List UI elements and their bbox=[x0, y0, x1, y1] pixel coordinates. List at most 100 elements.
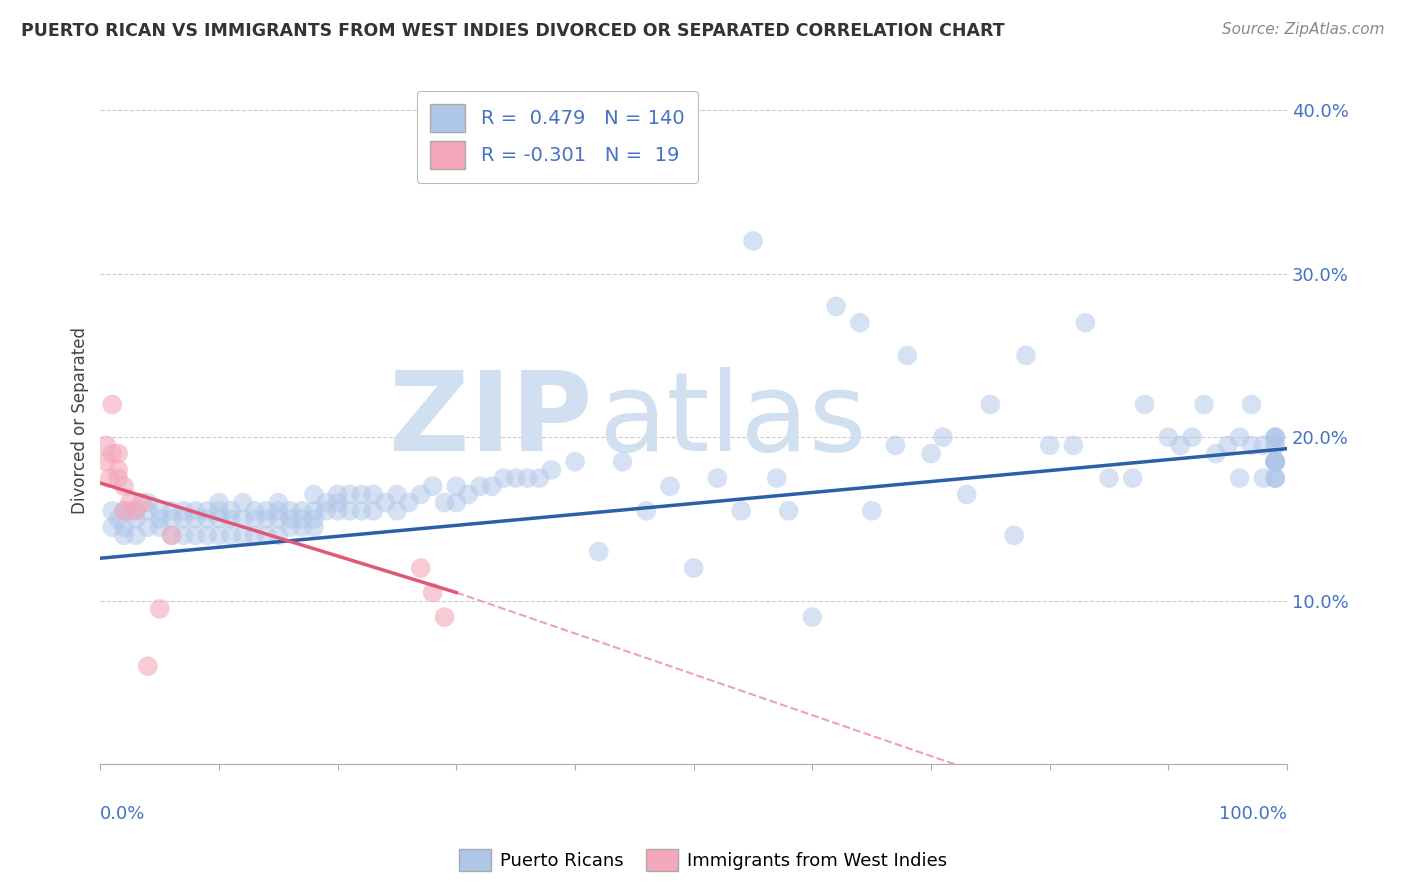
Point bbox=[232, 528, 254, 542]
Point bbox=[160, 528, 183, 542]
Point bbox=[101, 397, 124, 411]
Point bbox=[267, 512, 290, 526]
Point bbox=[125, 512, 148, 526]
Point bbox=[184, 512, 207, 526]
Point bbox=[208, 528, 231, 542]
Point bbox=[1264, 471, 1286, 485]
Point bbox=[1264, 471, 1286, 485]
Point bbox=[481, 479, 503, 493]
Point bbox=[302, 504, 325, 518]
Point bbox=[267, 504, 290, 518]
Point bbox=[884, 438, 907, 452]
Point bbox=[101, 504, 124, 518]
Point bbox=[136, 520, 159, 534]
Point bbox=[149, 602, 172, 616]
Text: atlas: atlas bbox=[599, 368, 868, 475]
Point bbox=[1264, 455, 1286, 469]
Point bbox=[516, 471, 538, 485]
Point bbox=[160, 528, 183, 542]
Point bbox=[232, 495, 254, 509]
Point bbox=[184, 504, 207, 518]
Point bbox=[278, 504, 301, 518]
Point bbox=[172, 528, 194, 542]
Point bbox=[385, 487, 408, 501]
Point bbox=[98, 471, 121, 485]
Point bbox=[315, 495, 337, 509]
Point bbox=[160, 512, 183, 526]
Point bbox=[1264, 455, 1286, 469]
Point bbox=[232, 512, 254, 526]
Point bbox=[96, 455, 118, 469]
Point bbox=[256, 504, 278, 518]
Y-axis label: Divorced or Separated: Divorced or Separated bbox=[72, 327, 89, 515]
Point bbox=[659, 479, 682, 493]
Point bbox=[172, 504, 194, 518]
Point bbox=[1157, 430, 1180, 444]
Point bbox=[136, 659, 159, 673]
Point bbox=[1168, 438, 1191, 452]
Point bbox=[920, 446, 942, 460]
Point bbox=[1240, 438, 1263, 452]
Point bbox=[1062, 438, 1084, 452]
Point bbox=[730, 504, 752, 518]
Point bbox=[208, 495, 231, 509]
Point bbox=[243, 528, 266, 542]
Point bbox=[195, 504, 218, 518]
Legend: R =  0.479   N = 140, R = -0.301   N =  19: R = 0.479 N = 140, R = -0.301 N = 19 bbox=[416, 91, 697, 183]
Point bbox=[385, 504, 408, 518]
Point bbox=[184, 528, 207, 542]
Point bbox=[932, 430, 955, 444]
Point bbox=[433, 610, 456, 624]
Point bbox=[219, 528, 242, 542]
Point bbox=[1264, 430, 1286, 444]
Point bbox=[112, 504, 135, 518]
Point bbox=[160, 504, 183, 518]
Text: PUERTO RICAN VS IMMIGRANTS FROM WEST INDIES DIVORCED OR SEPARATED CORRELATION CH: PUERTO RICAN VS IMMIGRANTS FROM WEST IND… bbox=[21, 22, 1005, 40]
Point bbox=[1192, 397, 1215, 411]
Point bbox=[1229, 471, 1251, 485]
Point bbox=[1240, 397, 1263, 411]
Point bbox=[505, 471, 527, 485]
Point bbox=[1098, 471, 1121, 485]
Point bbox=[1264, 438, 1286, 452]
Point bbox=[422, 585, 444, 599]
Point bbox=[529, 471, 551, 485]
Point bbox=[1264, 430, 1286, 444]
Point bbox=[131, 495, 153, 509]
Point bbox=[433, 495, 456, 509]
Point bbox=[107, 471, 129, 485]
Point bbox=[112, 504, 135, 518]
Point bbox=[291, 520, 314, 534]
Point bbox=[149, 520, 172, 534]
Point bbox=[1264, 455, 1286, 469]
Point bbox=[112, 520, 135, 534]
Point bbox=[350, 487, 373, 501]
Point bbox=[636, 504, 658, 518]
Point bbox=[326, 487, 349, 501]
Point bbox=[1264, 438, 1286, 452]
Point bbox=[363, 487, 385, 501]
Point bbox=[107, 446, 129, 460]
Point bbox=[101, 446, 124, 460]
Point bbox=[315, 504, 337, 518]
Point bbox=[765, 471, 787, 485]
Point bbox=[849, 316, 872, 330]
Point bbox=[195, 512, 218, 526]
Point bbox=[1229, 430, 1251, 444]
Point bbox=[706, 471, 728, 485]
Point bbox=[492, 471, 515, 485]
Point bbox=[1216, 438, 1239, 452]
Point bbox=[208, 504, 231, 518]
Point bbox=[149, 504, 172, 518]
Point bbox=[422, 479, 444, 493]
Point bbox=[1002, 528, 1025, 542]
Point bbox=[409, 487, 432, 501]
Point bbox=[101, 520, 124, 534]
Point bbox=[219, 504, 242, 518]
Point bbox=[350, 504, 373, 518]
Point bbox=[742, 234, 765, 248]
Point bbox=[96, 438, 118, 452]
Point bbox=[256, 512, 278, 526]
Point bbox=[1015, 348, 1038, 362]
Point bbox=[278, 520, 301, 534]
